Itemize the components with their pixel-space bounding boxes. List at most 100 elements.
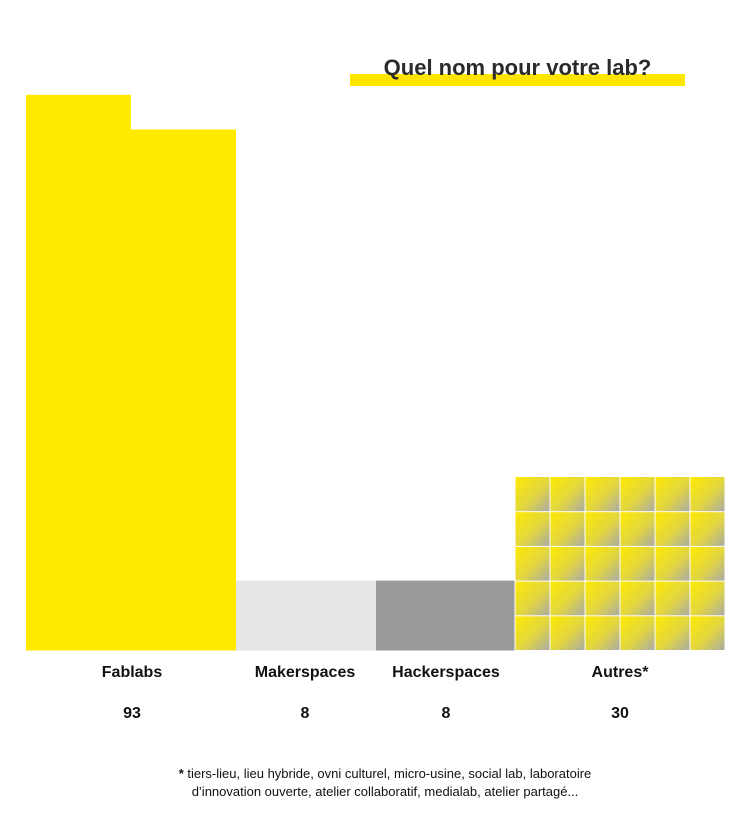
bar-block-fablabs [131,303,166,339]
bar-block-hackerspaces [481,580,516,616]
value-label-autres: 30 [611,705,629,722]
bar-block-fablabs [131,337,166,373]
footnote: * tiers-lieu, lieu hybride, ovni culture… [95,765,675,801]
bar-block-fablabs [131,545,166,582]
bar-block-fablabs [61,372,96,408]
bar-block-autres [654,614,691,651]
bar-block-fablabs [201,545,236,582]
bar-block-autres [619,580,656,617]
bar-block-autres [584,580,621,617]
footnote-line-1: tiers-lieu, lieu hybride, ovni culturel,… [183,766,592,781]
bar-block-fablabs [26,580,61,616]
bar-block-fablabs [166,545,201,582]
bar-block-fablabs [166,615,201,651]
bar-block-autres [689,510,726,547]
category-label-hackerspaces: Hackerspaces [392,664,500,681]
bar-block-makerspaces [271,580,306,616]
title-highlight [350,74,685,86]
bar-block-hackerspaces [446,580,481,616]
bar-block-fablabs [96,372,131,408]
bar-block-makerspaces [341,615,376,651]
bar-block-hackerspaces [446,615,481,651]
bar-block-fablabs [201,129,236,165]
bar-block-autres [619,510,656,547]
bar-block-fablabs [96,476,131,512]
bar-block-fablabs [61,198,96,235]
bar-block-fablabs [201,476,236,512]
bar-block-fablabs [166,268,201,304]
bar-block-autres [584,545,621,582]
bar-block-fablabs [26,372,61,408]
bar-block-fablabs [166,511,201,547]
bar-block-fablabs [166,198,201,235]
bar-block-makerspaces [271,615,306,651]
chart-title-text: Quel nom pour votre lab? [383,55,652,80]
bar-block-autres [584,510,621,547]
bar-block-fablabs [26,407,61,443]
bar-block-fablabs [26,198,61,235]
bar-block-fablabs [61,233,96,269]
bar-block-autres [549,614,586,651]
bar-block-autres [514,510,551,547]
bar-block-fablabs [201,407,236,443]
bar-block-autres [514,545,551,582]
bar-block-fablabs [201,268,236,304]
bar-block-fablabs [26,441,61,477]
bar-block-fablabs [26,545,61,582]
bar-block-fablabs [201,164,236,200]
bar-block-fablabs [26,268,61,304]
bar-block-fablabs [96,615,131,651]
category-label-fablabs: Fablabs [101,664,163,681]
bar-block-fablabs [166,303,201,339]
bar-block-fablabs [61,164,96,200]
bar-block-fablabs [96,407,131,443]
bar-block-hackerspaces [411,615,446,651]
bar-block-fablabs [61,545,96,582]
bar-block-fablabs [96,337,131,373]
bar-block-fablabs [166,407,201,443]
bar-block-fablabs [201,198,236,235]
bar-block-autres [549,545,586,582]
bar-block-fablabs [131,129,166,165]
bar-block-fablabs [61,615,96,651]
bar-block-makerspaces [341,580,376,616]
bar-block-autres [619,545,656,582]
bar-block-hackerspaces [481,615,516,651]
bar-block-makerspaces [306,615,341,651]
bar-block-fablabs [96,545,131,582]
bar-block-fablabs [61,268,96,304]
category-label-autres: Autres* [591,664,649,681]
bar-block-fablabs [131,268,166,304]
bar-block-fablabs [61,511,96,547]
bar-block-fablabs [201,580,236,616]
bar-block-hackerspaces [376,580,411,616]
bar-block-fablabs [131,615,166,651]
bar-block-fablabs [96,129,131,165]
bar-block-autres [654,545,691,582]
bar-block-fablabs [26,511,61,547]
bar-block-fablabs [201,441,236,477]
bar-block-fablabs [201,233,236,269]
bar-block-autres [549,510,586,547]
bar-block-autres [654,510,691,547]
bar-block-fablabs [166,129,201,165]
bar-block-makerspaces [236,615,271,651]
bar-block-fablabs [26,303,61,339]
bar-block-autres [619,476,656,513]
bar-block-fablabs [61,129,96,165]
bar-block-autres [584,476,621,513]
bar-block-fablabs [96,511,131,547]
bar-block-fablabs [26,337,61,373]
bar-block-fablabs [131,198,166,235]
bar-block-autres [514,476,551,513]
bar-block-fablabs [61,303,96,339]
bar-block-fablabs [201,615,236,651]
footnote-line-2: d’innovation ouverte, atelier collaborat… [191,784,579,799]
bar-block-fablabs [166,337,201,373]
bar-block-fablabs [201,511,236,547]
bar-block-autres [689,545,726,582]
category-label-makerspaces: Makerspaces [254,664,356,681]
bar-block-fablabs [61,441,96,477]
value-label-hackerspaces: 8 [441,705,451,722]
bar-block-fablabs [166,372,201,408]
